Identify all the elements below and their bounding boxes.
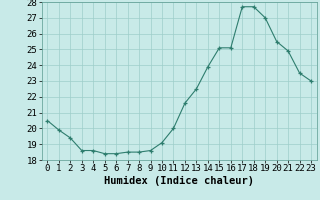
X-axis label: Humidex (Indice chaleur): Humidex (Indice chaleur) — [104, 176, 254, 186]
